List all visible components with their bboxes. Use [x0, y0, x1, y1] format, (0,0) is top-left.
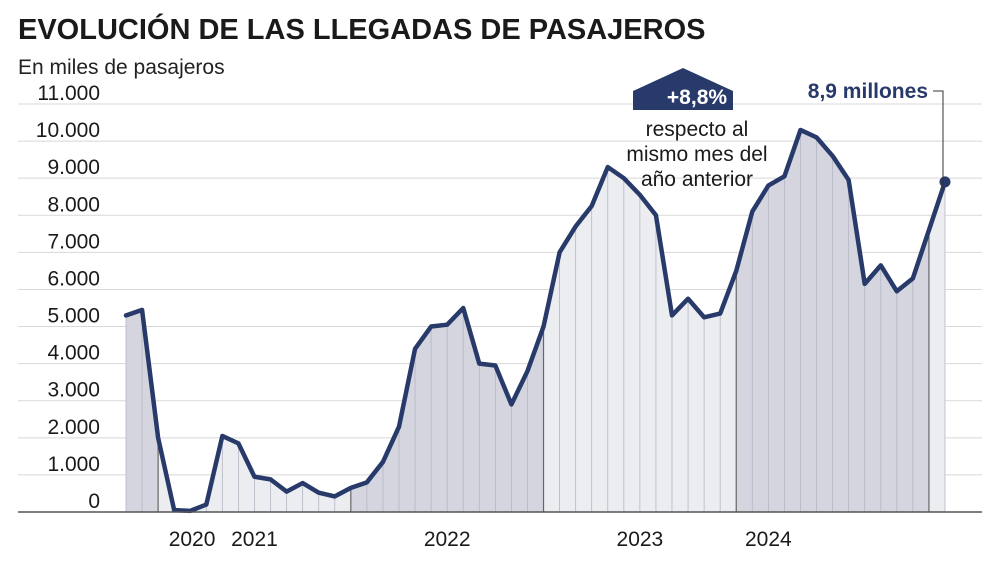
year-band-area — [928, 181, 945, 512]
y-tick-label: 0 — [88, 490, 100, 513]
y-tick-label: 10.000 — [36, 119, 100, 142]
latest-point — [939, 176, 951, 188]
x-year-labels: 2020 2021 2022 2023 2024 — [169, 528, 792, 551]
callout-leader-line — [933, 90, 944, 190]
growth-badge-text: +8,8% — [667, 86, 727, 109]
chart-title: EVOLUCIÓN DE LAS LLEGADAS DE PASAJEROS — [18, 14, 706, 46]
y-tick-label: 6.000 — [47, 267, 100, 290]
x-year-label: 2022 — [424, 528, 471, 551]
growth-note-line-1: respecto al — [646, 118, 749, 141]
y-tick-label: 3.000 — [47, 379, 100, 402]
chart-subtitle: En miles de pasajeros — [18, 56, 225, 79]
latest-value-label: 8,9 millones — [808, 80, 928, 103]
year-bands — [126, 129, 945, 513]
y-tick-label: 5.000 — [47, 305, 100, 328]
series-line — [123, 127, 948, 514]
y-tick-label: 11.000 — [37, 82, 100, 105]
y-tick-label: 4.000 — [47, 342, 100, 365]
series-line-group — [123, 127, 951, 514]
x-year-label: 2023 — [617, 528, 664, 551]
growth-badge — [633, 68, 733, 110]
growth-annotation: +8,8% respecto al mismo mes del año ante… — [626, 68, 768, 191]
x-year-label: 2021 — [231, 528, 278, 551]
y-tick-label: 8.000 — [47, 193, 100, 216]
x-year-label: 2024 — [745, 528, 792, 551]
growth-note-line-3: año anterior — [641, 168, 753, 191]
latest-value-callout: 8,9 millones — [808, 80, 944, 190]
y-tick-label: 7.000 — [47, 230, 100, 253]
x-year-label: 2020 — [169, 528, 216, 551]
y-tick-labels: 0 1.000 2.000 3.000 4.000 5.000 6.000 7.000 8.00… — [36, 82, 100, 513]
y-tick-label: 1.000 — [47, 453, 100, 476]
growth-note-line-2: mismo mes del — [626, 143, 767, 166]
y-tick-label: 9.000 — [47, 156, 100, 179]
y-tick-label: 2.000 — [47, 416, 100, 439]
month-lines — [125, 129, 946, 512]
